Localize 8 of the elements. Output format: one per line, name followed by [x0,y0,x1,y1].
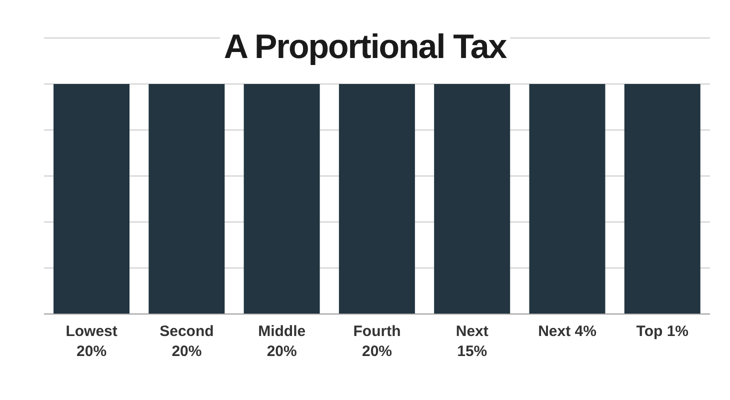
x-tick-label: Next 15% [456,323,488,360]
x-tick-label: Fourth 20% [353,323,401,360]
x-tick-label: Second 20% [160,323,214,360]
x-tick-label: Middle 20% [258,323,306,360]
x-tick-label: Lowest 20% [66,323,118,360]
x-tick-label: Next 4% [538,323,596,340]
x-tick-label: Top 1% [636,323,689,340]
chart-title: A Proportional Tax [220,28,510,66]
